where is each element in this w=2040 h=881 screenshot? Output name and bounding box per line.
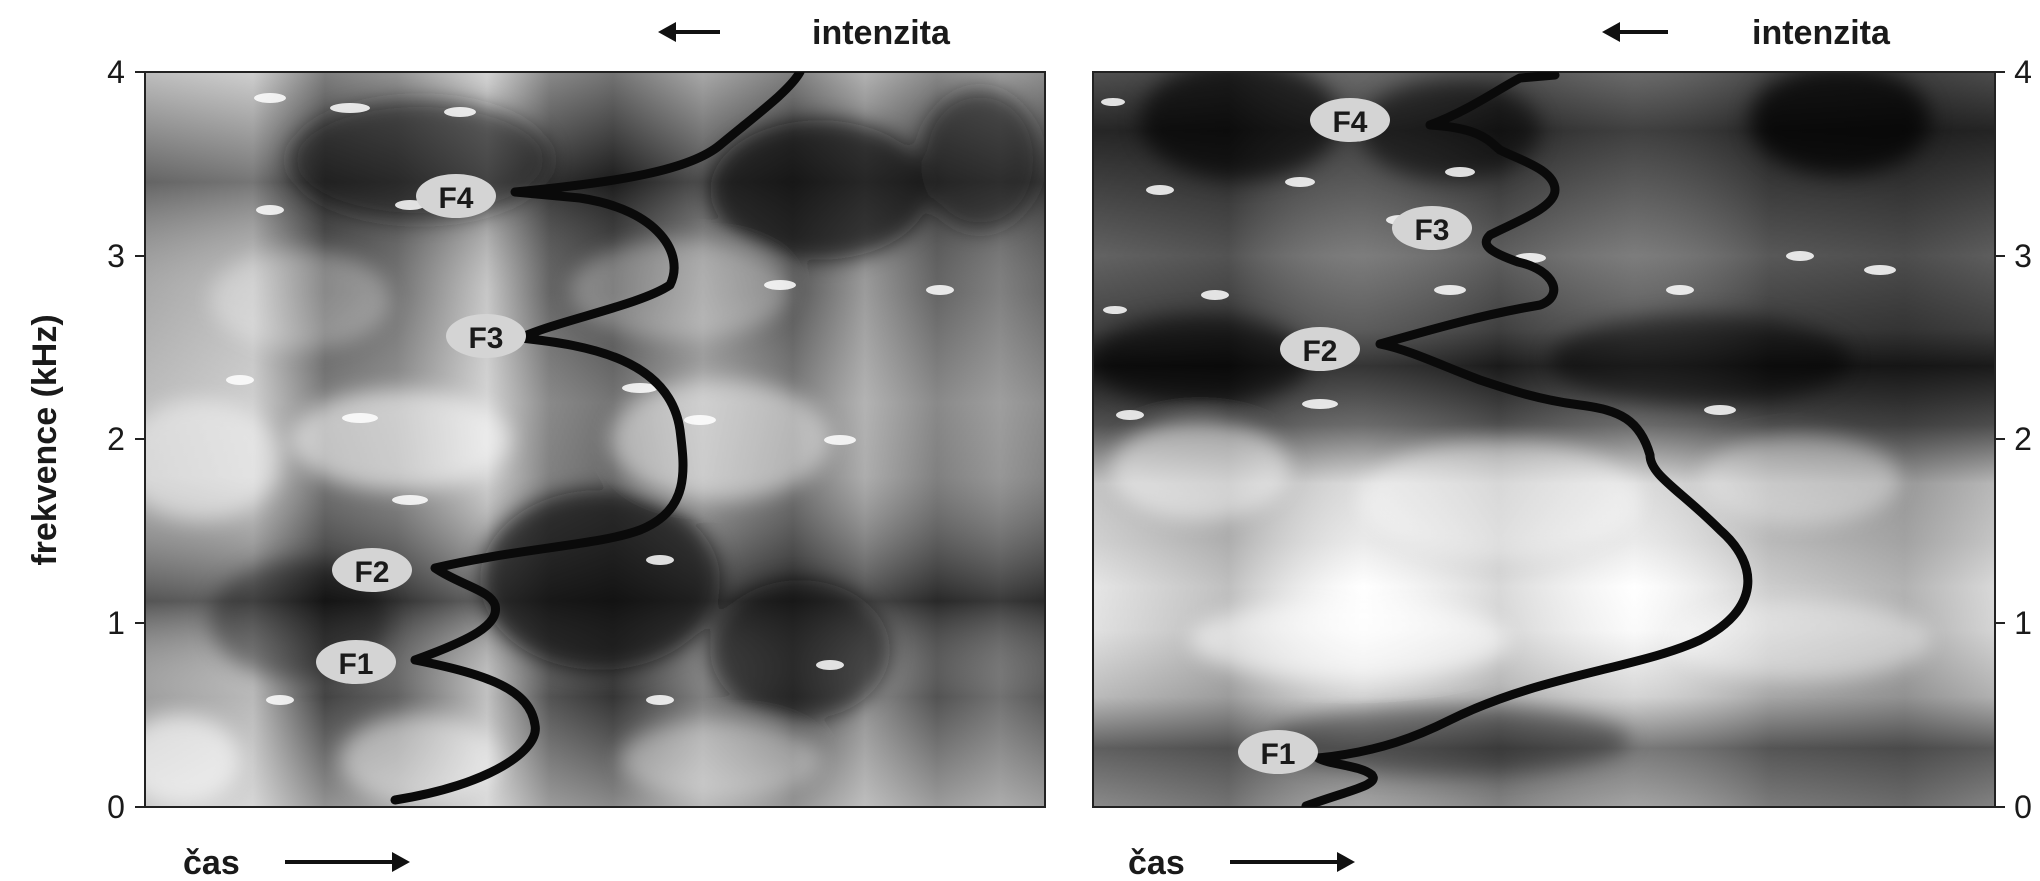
left-spectrum-curve <box>390 72 805 805</box>
time-label: čas <box>183 844 240 881</box>
right-time-indicator: čas <box>1128 844 1355 881</box>
left-y-ticks <box>135 71 145 808</box>
formant-label-f4: F4 <box>416 174 496 218</box>
formant-text: F2 <box>1302 335 1337 368</box>
right-spectrum-curve <box>1301 72 1753 807</box>
formant-text: F4 <box>438 182 473 215</box>
formant-label-f3: F3 <box>446 314 526 358</box>
formant-label-f2: F2 <box>332 548 412 592</box>
tick-label: 0 <box>107 789 125 825</box>
formant-text: F4 <box>1332 106 1367 139</box>
formant-label-f2: F2 <box>1280 327 1360 371</box>
tick-label: 2 <box>107 421 125 457</box>
time-label: čas <box>1128 844 1185 881</box>
left-panel: 0 1 2 3 4 F4 F3 F2 F1 intenzita <box>107 14 1046 881</box>
tick-label: 3 <box>107 238 125 274</box>
tick-label: 0 <box>2014 789 2032 825</box>
formant-text: F3 <box>1414 214 1449 247</box>
formant-text: F1 <box>338 648 373 681</box>
formant-text: F1 <box>1260 738 1295 771</box>
tick-label: 4 <box>2014 54 2032 90</box>
tick-label: 4 <box>107 54 125 90</box>
left-y-tick-labels: 0 1 2 3 4 <box>107 54 125 825</box>
formant-label-f1: F1 <box>316 640 396 684</box>
right-intensity-indicator: intenzita <box>1602 14 1891 52</box>
formant-label-f4: F4 <box>1310 98 1390 142</box>
formant-text: F2 <box>354 556 389 589</box>
right-y-ticks <box>1995 71 2005 808</box>
formant-label-f3: F3 <box>1392 206 1472 250</box>
intensity-label: intenzita <box>812 14 951 52</box>
tick-label: 3 <box>2014 238 2032 274</box>
tick-label: 1 <box>107 605 125 641</box>
y-axis-label: frekvence (kHz) <box>26 314 64 565</box>
right-spectrogram <box>1093 72 1995 807</box>
left-time-indicator: čas <box>183 844 410 881</box>
tick-label: 2 <box>2014 421 2032 457</box>
tick-label: 1 <box>2014 605 2032 641</box>
right-panel: 0 1 2 3 4 F4 F3 F2 F1 intenzita <box>1092 14 2032 881</box>
left-spectrogram <box>145 72 1045 807</box>
formant-text: F3 <box>468 322 503 355</box>
formant-label-f1: F1 <box>1238 730 1318 774</box>
intensity-label: intenzita <box>1752 14 1891 52</box>
right-y-tick-labels: 0 1 2 3 4 <box>2014 54 2032 825</box>
left-intensity-indicator: intenzita <box>658 14 951 52</box>
